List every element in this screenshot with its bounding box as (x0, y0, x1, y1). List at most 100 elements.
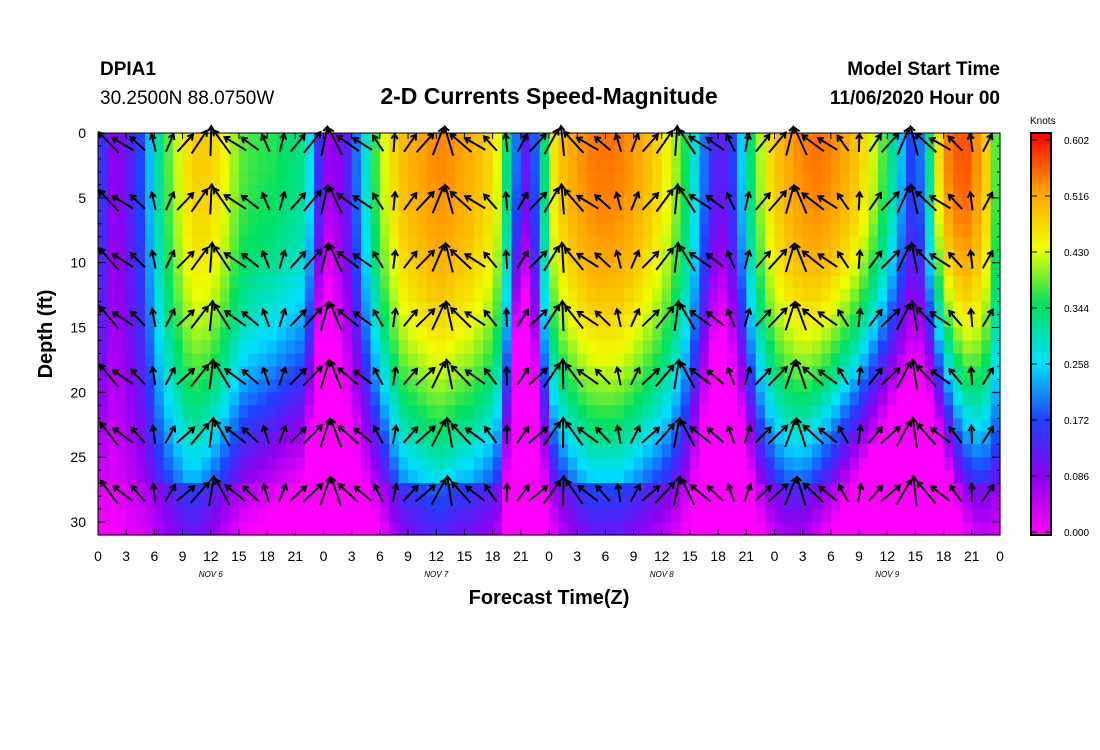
heat-cell (953, 340, 964, 355)
heat-cell (727, 366, 738, 380)
heat-cell (642, 483, 653, 497)
heat-cell (642, 457, 653, 471)
heat-cell (549, 509, 559, 523)
heat-cell (614, 145, 625, 160)
heat-cell (586, 327, 597, 342)
current-arrow (767, 483, 789, 503)
heat-cell (408, 431, 419, 445)
current-arrow (403, 191, 418, 211)
heat-cell (718, 197, 729, 212)
heat-cell (361, 145, 372, 160)
heat-cell (708, 405, 719, 419)
heat-cell (774, 145, 785, 160)
heat-cell (455, 133, 466, 147)
heat-cell (351, 197, 362, 212)
heat-cell (220, 262, 231, 277)
heat-cell (840, 236, 851, 251)
heat-cell (116, 327, 127, 342)
heat-cell (906, 184, 917, 199)
heat-cell (267, 236, 278, 251)
heat-cell (755, 457, 766, 471)
heat-cell (173, 223, 184, 238)
heat-cell (990, 210, 1001, 225)
heat-cell (934, 158, 945, 173)
heat-cell (849, 405, 860, 419)
heat-cell (802, 457, 813, 471)
heat-cell (765, 301, 776, 316)
heat-cell (182, 158, 193, 173)
y-tick-label: 10 (70, 255, 86, 271)
x-tick-label: 12 (879, 548, 895, 564)
heat-cell (859, 457, 870, 471)
heat-cell (671, 171, 682, 186)
current-arrow (443, 357, 454, 390)
heat-cell (849, 262, 860, 277)
heat-cell (793, 366, 804, 380)
heat-cell (990, 288, 1001, 303)
heat-cell (605, 184, 616, 199)
heat-cell (849, 327, 860, 342)
heat-cell (295, 418, 306, 432)
heat-cell (708, 392, 719, 406)
heat-cell (436, 457, 447, 471)
heat-cell (314, 379, 325, 393)
heat-cell (455, 236, 466, 251)
heat-cell (727, 405, 738, 419)
heat-cell (830, 418, 841, 432)
heat-cell (736, 171, 747, 186)
heat-cell (530, 327, 541, 342)
current-arrow (614, 365, 622, 386)
heat-cell (135, 379, 146, 393)
heat-cell (849, 158, 860, 173)
heat-cell (539, 301, 550, 316)
heat-cell (389, 275, 400, 290)
current-arrow (328, 417, 342, 448)
heat-cell (483, 262, 494, 277)
heat-cell (793, 340, 804, 355)
heat-cell (229, 405, 240, 419)
heat-cell (370, 496, 381, 510)
heat-cell (116, 288, 127, 303)
heat-cell (671, 379, 682, 393)
heat-cell (605, 522, 616, 536)
x-tick-label: 3 (573, 548, 581, 564)
heat-cell (887, 470, 898, 484)
heat-cell (689, 184, 700, 199)
heat-cell (680, 171, 691, 186)
current-arrow (176, 250, 195, 269)
heat-cell (314, 327, 325, 342)
heat-cell (267, 145, 278, 160)
heat-cell (285, 379, 296, 393)
heat-cell (220, 366, 231, 380)
heat-cell (577, 418, 588, 432)
heat-cell (182, 392, 193, 406)
heat-cell (868, 470, 879, 484)
current-arrow (613, 249, 622, 269)
heat-cell (549, 288, 559, 303)
heat-cell (135, 288, 146, 303)
heat-cell (859, 275, 870, 290)
heat-cell (699, 509, 710, 523)
heat-cell (417, 133, 428, 147)
heat-cell (642, 249, 653, 264)
heat-cell (868, 483, 879, 497)
heat-cell (267, 418, 278, 432)
current-arrow (402, 425, 419, 444)
heat-cell (821, 275, 832, 290)
heat-cell (736, 158, 747, 173)
heat-cell (379, 249, 390, 264)
heat-cell (614, 249, 625, 264)
current-arrow (164, 249, 176, 269)
heat-cell (530, 301, 541, 316)
heat-cell (586, 301, 597, 316)
heat-cell (971, 353, 982, 368)
heat-cell (464, 353, 475, 368)
heat-cell (473, 340, 484, 355)
current-arrow (415, 307, 436, 328)
heat-cell (830, 392, 841, 406)
heat-cell (135, 353, 146, 368)
heat-cell (718, 431, 729, 445)
heat-cell (840, 496, 851, 510)
heat-cell (191, 133, 202, 147)
heat-cell (342, 522, 353, 536)
